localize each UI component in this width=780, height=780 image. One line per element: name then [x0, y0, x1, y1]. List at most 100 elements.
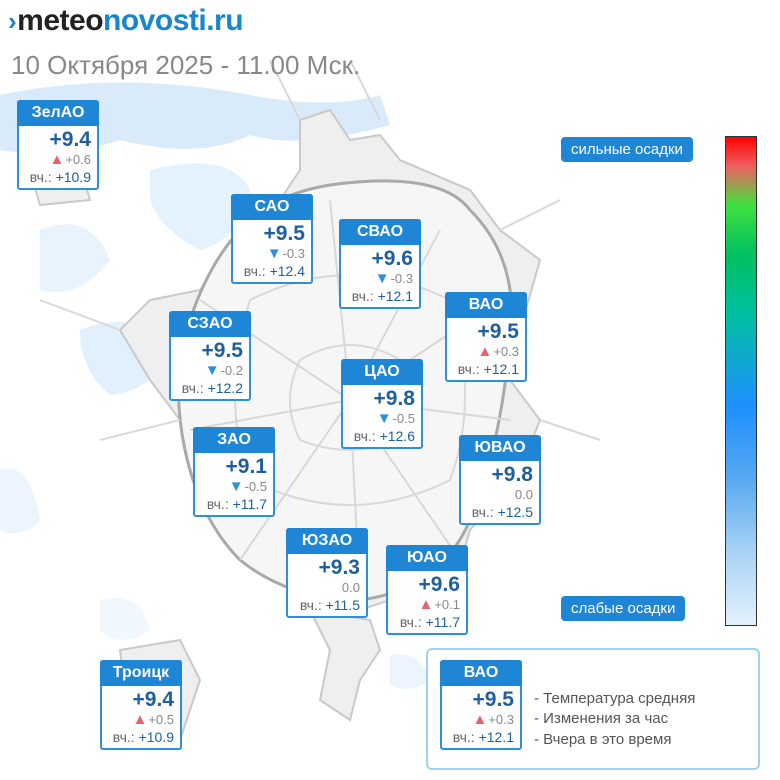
yesterday-label: вч.: [457, 361, 480, 377]
hourly-change: ▲+0.1 [388, 597, 466, 613]
yesterday-row: вч.: +11.7 [195, 495, 273, 515]
hourly-change: ▼-0.3 [341, 271, 419, 287]
district-name: СЗАО [169, 311, 251, 337]
district-temperature: +9.4 [49, 128, 91, 151]
yesterday-value: +12.6 [379, 428, 415, 444]
district-temperature: +9.5 [477, 320, 519, 343]
triangle-up-icon: ▲ [477, 343, 493, 360]
change-value: 0.0 [514, 487, 533, 502]
page-subtitle: 10 Октября 2025 - 11.00 Мск. [11, 50, 361, 80]
brand-part1: meteo [17, 4, 104, 37]
yesterday-row: вч.: +10.9 [102, 728, 180, 748]
change-value: -0.2 [220, 363, 243, 378]
light-precip-label: слабые осадки [561, 596, 686, 621]
yesterday-row: вч.: +11.5 [288, 596, 366, 616]
triangle-down-icon: ▼ [266, 245, 282, 262]
district-card-3[interactable]: ВАО +9.5 ▲+0.3 вч.: +12.1 [445, 292, 527, 382]
hourly-change: ▲+0.3 [447, 344, 525, 360]
district-card-6[interactable]: ЗАО +9.1 ▼-0.5 вч.: +11.7 [193, 427, 275, 517]
yesterday-row: вч.: +12.4 [233, 262, 311, 282]
yesterday-value: +12.1 [377, 288, 413, 304]
hourly-change: ▼-0.5 [343, 411, 421, 427]
district-card-0[interactable]: ЗелАО +9.4 ▲+0.6 вч.: +10.9 [17, 100, 99, 190]
yesterday-label: вч.: [351, 288, 374, 304]
change-value: -0.5 [244, 479, 267, 494]
heavy-precip-label: сильные осадки [561, 137, 693, 162]
district-name: ЦАО [341, 359, 423, 385]
yesterday-row: вч.: +12.5 [461, 503, 539, 523]
change-value: +0.3 [493, 344, 519, 359]
hourly-change: ▲+0.5 [102, 712, 180, 728]
district-name: ВАО [440, 660, 522, 686]
yesterday-value: +12.4 [269, 263, 305, 279]
logo-arrow-icon: › [8, 6, 17, 36]
district-card-7[interactable]: ЮВАО +9.8 0.0 вч.: +12.5 [459, 435, 541, 525]
change-value: -0.3 [390, 271, 413, 286]
triangle-down-icon: ▼ [376, 410, 392, 427]
district-card-10[interactable]: Троицк +9.4 ▲+0.5 вч.: +10.9 [100, 660, 182, 750]
district-name: СВАО [339, 219, 421, 245]
district-card-legend[interactable]: ВАО +9.5 ▲+0.3 вч.: +12.1 [440, 660, 522, 750]
district-name: ВАО [445, 292, 527, 318]
triangle-down-icon: ▼ [204, 362, 220, 379]
triangle-down-icon: ▼ [228, 478, 244, 495]
yesterday-value: +12.1 [483, 361, 519, 377]
yesterday-value: +10.9 [55, 169, 91, 185]
yesterday-row: вч.: +11.7 [388, 613, 466, 633]
district-name: ЮЗАО [286, 528, 368, 554]
district-card-5[interactable]: ЦАО +9.8 ▼-0.5 вч.: +12.6 [341, 359, 423, 449]
yesterday-row: вч.: +12.1 [442, 728, 520, 748]
yesterday-label: вч.: [471, 504, 494, 520]
change-value: 0.0 [341, 580, 360, 595]
district-name: ЮВАО [459, 435, 541, 461]
district-card-4[interactable]: СЗАО +9.5 ▼-0.2 вч.: +12.2 [169, 311, 251, 401]
district-temperature: +9.5 [263, 222, 305, 245]
yesterday-row: вч.: +12.1 [447, 360, 525, 380]
district-card-2[interactable]: СВАО +9.6 ▼-0.3 вч.: +12.1 [339, 219, 421, 309]
yesterday-label: вч.: [243, 263, 266, 279]
district-temperature: +9.4 [132, 688, 174, 711]
district-name: САО [231, 194, 313, 220]
district-card-8[interactable]: ЮЗАО +9.3 0.0 вч.: +11.5 [286, 528, 368, 618]
district-temperature: +9.8 [373, 387, 415, 410]
legend-item-yesterday: - Вчера в это время [534, 731, 672, 748]
legend-item-temp: - Температура средняя [534, 690, 696, 707]
district-name: ЗАО [193, 427, 275, 453]
district-name: Троицк [100, 660, 182, 686]
yesterday-row: вч.: +10.9 [19, 168, 97, 188]
hourly-change: ▲+0.6 [19, 152, 97, 168]
yesterday-value: +11.7 [425, 614, 460, 630]
hourly-change: ▲+0.3 [442, 712, 520, 728]
legend-item-change: - Изменения за час [534, 710, 669, 727]
yesterday-label: вч.: [112, 729, 135, 745]
yesterday-row: вч.: +12.2 [171, 379, 249, 399]
yesterday-value: +12.5 [497, 504, 533, 520]
district-card-9[interactable]: ЮАО +9.6 ▲+0.1 вч.: +11.7 [386, 545, 468, 635]
district-card-1[interactable]: САО +9.5 ▼-0.3 вч.: +12.4 [231, 194, 313, 284]
change-value: -0.5 [392, 411, 415, 426]
yesterday-label: вч.: [299, 597, 322, 613]
brand-logo[interactable]: ›meteonovosti.ru [8, 4, 244, 38]
triangle-up-icon: ▲ [418, 596, 434, 613]
yesterday-row: вч.: +12.6 [343, 427, 421, 447]
yesterday-label: вч.: [399, 614, 422, 630]
district-name: ЮАО [386, 545, 468, 571]
hourly-change: 0.0 [461, 487, 539, 503]
hourly-change: 0.0 [288, 580, 366, 596]
yesterday-label: вч.: [353, 428, 376, 444]
change-value: +0.5 [148, 712, 174, 727]
change-value: +0.6 [65, 152, 91, 167]
district-temperature: +9.6 [371, 247, 413, 270]
district-temperature: +9.1 [225, 455, 267, 478]
hourly-change: ▼-0.5 [195, 479, 273, 495]
change-value: +0.3 [488, 712, 514, 727]
yesterday-label: вч.: [206, 496, 229, 512]
yesterday-value: +12.2 [207, 380, 243, 396]
yesterday-value: +11.5 [325, 597, 360, 613]
yesterday-label: вч.: [452, 729, 475, 745]
yesterday-value: +11.7 [232, 496, 267, 512]
triangle-up-icon: ▲ [132, 711, 148, 728]
triangle-up-icon: ▲ [49, 151, 65, 168]
triangle-down-icon: ▼ [374, 270, 390, 287]
district-temperature: +9.8 [491, 463, 533, 486]
